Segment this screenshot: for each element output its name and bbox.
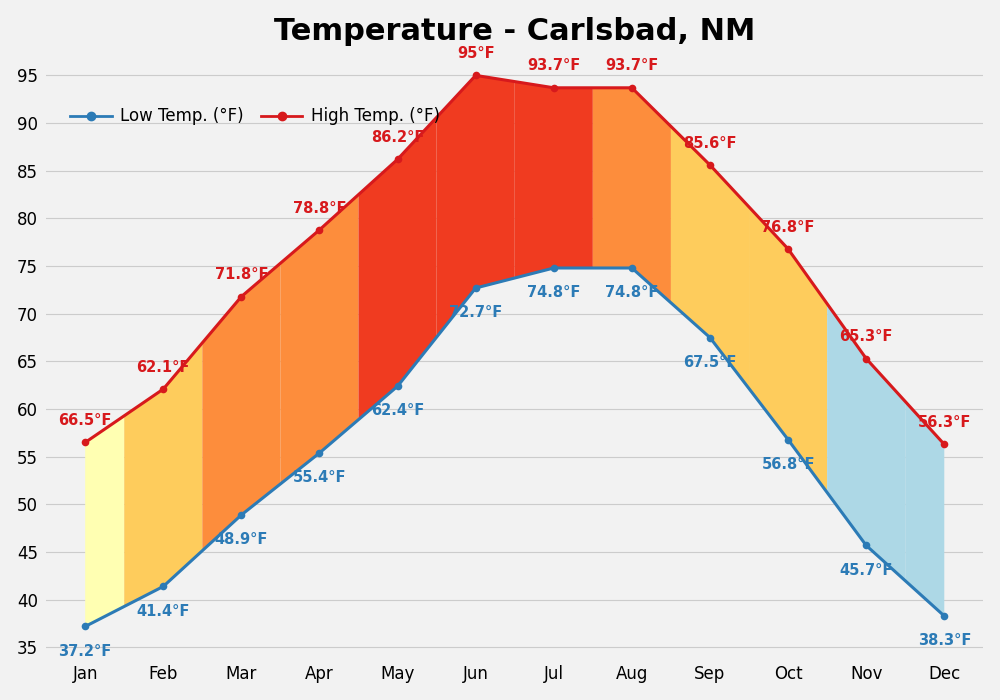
Low Temp. (°F) bbox=[860, 541, 872, 550]
Polygon shape bbox=[124, 343, 202, 606]
Text: 62.1°F: 62.1°F bbox=[137, 360, 190, 374]
Text: 62.4°F: 62.4°F bbox=[371, 403, 424, 419]
High Temp. (°F) bbox=[313, 225, 325, 234]
Text: 38.3°F: 38.3°F bbox=[918, 634, 971, 648]
Text: 67.5°F: 67.5°F bbox=[683, 355, 737, 370]
High Temp. (°F) bbox=[860, 354, 872, 363]
High Temp. (°F) bbox=[79, 438, 91, 447]
High Temp. (°F) bbox=[782, 245, 794, 253]
High Temp. (°F) bbox=[235, 293, 247, 301]
Low Temp. (°F) bbox=[704, 333, 716, 342]
Text: 74.8°F: 74.8°F bbox=[527, 285, 580, 300]
Polygon shape bbox=[280, 195, 359, 484]
Polygon shape bbox=[359, 118, 437, 419]
Polygon shape bbox=[827, 304, 905, 581]
Line: Low Temp. (°F): Low Temp. (°F) bbox=[81, 264, 948, 630]
Text: 85.6°F: 85.6°F bbox=[683, 136, 737, 150]
Legend: Low Temp. (°F), High Temp. (°F): Low Temp. (°F), High Temp. (°F) bbox=[64, 101, 446, 132]
Low Temp. (°F) bbox=[548, 264, 560, 272]
High Temp. (°F) bbox=[470, 71, 482, 80]
Low Temp. (°F) bbox=[626, 264, 638, 272]
Text: 93.7°F: 93.7°F bbox=[605, 59, 659, 74]
Polygon shape bbox=[85, 416, 124, 626]
Polygon shape bbox=[437, 76, 515, 337]
Low Temp. (°F) bbox=[235, 511, 247, 519]
Text: 93.7°F: 93.7°F bbox=[527, 59, 580, 74]
Polygon shape bbox=[671, 127, 749, 388]
Text: 56.8°F: 56.8°F bbox=[761, 457, 815, 472]
Text: 37.2°F: 37.2°F bbox=[59, 644, 112, 659]
High Temp. (°F) bbox=[548, 83, 560, 92]
Title: Temperature - Carlsbad, NM: Temperature - Carlsbad, NM bbox=[274, 17, 755, 46]
Text: 76.8°F: 76.8°F bbox=[761, 220, 815, 235]
Polygon shape bbox=[202, 263, 280, 551]
Text: 55.4°F: 55.4°F bbox=[293, 470, 346, 485]
Text: 41.4°F: 41.4°F bbox=[137, 603, 190, 619]
Text: 66.5°F: 66.5°F bbox=[58, 413, 112, 428]
Low Temp. (°F) bbox=[938, 612, 950, 620]
Text: 74.8°F: 74.8°F bbox=[605, 285, 659, 300]
Text: 78.8°F: 78.8°F bbox=[293, 201, 346, 216]
Low Temp. (°F) bbox=[392, 382, 404, 391]
Text: 48.9°F: 48.9°F bbox=[215, 532, 268, 547]
High Temp. (°F) bbox=[626, 83, 638, 92]
Low Temp. (°F) bbox=[782, 435, 794, 444]
Low Temp. (°F) bbox=[470, 284, 482, 292]
Polygon shape bbox=[749, 207, 827, 493]
Text: 71.8°F: 71.8°F bbox=[215, 267, 268, 282]
High Temp. (°F) bbox=[938, 440, 950, 449]
Line: High Temp. (°F): High Temp. (°F) bbox=[81, 71, 948, 448]
Text: 72.7°F: 72.7°F bbox=[449, 305, 502, 320]
Text: 45.7°F: 45.7°F bbox=[839, 563, 893, 578]
High Temp. (°F) bbox=[157, 385, 169, 393]
Polygon shape bbox=[515, 82, 593, 278]
High Temp. (°F) bbox=[392, 155, 404, 164]
Low Temp. (°F) bbox=[313, 449, 325, 457]
Low Temp. (°F) bbox=[79, 622, 91, 631]
Text: 95°F: 95°F bbox=[457, 46, 494, 61]
Polygon shape bbox=[905, 402, 944, 616]
Low Temp. (°F) bbox=[157, 582, 169, 591]
Text: 86.2°F: 86.2°F bbox=[371, 130, 424, 145]
Text: 56.3°F: 56.3°F bbox=[918, 415, 971, 430]
High Temp. (°F) bbox=[704, 161, 716, 169]
Text: 65.3°F: 65.3°F bbox=[839, 329, 893, 344]
Polygon shape bbox=[593, 88, 671, 303]
